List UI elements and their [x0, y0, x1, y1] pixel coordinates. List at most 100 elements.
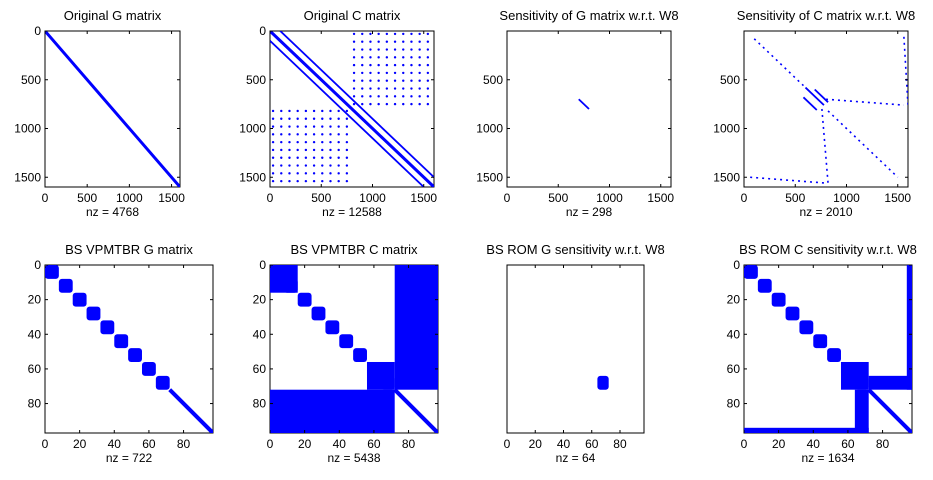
y-tick-label: 40: [727, 327, 741, 341]
nonzero-point: [329, 172, 332, 175]
nonzero-point: [288, 164, 291, 167]
panel-title: Original C matrix: [304, 8, 401, 23]
y-tick-label: 60: [253, 362, 267, 376]
nonzero-point: [418, 87, 421, 90]
nonzero-point: [321, 133, 324, 136]
nonzero-point: [296, 140, 299, 144]
y-tick-label: 80: [253, 397, 267, 411]
y-tick-label: 500: [246, 73, 266, 87]
diagonal-block: [827, 348, 841, 362]
nonzero-point: [304, 164, 308, 167]
y-tick-label: 0: [34, 24, 41, 38]
nonzero-point: [296, 156, 299, 159]
x-tick-label: 1500: [158, 191, 185, 205]
nonzero-point: [321, 172, 324, 175]
diagonal-block: [45, 265, 59, 279]
x-tick-label: 60: [841, 437, 855, 451]
nonzero-point: [345, 172, 349, 175]
diagonal-block: [141, 361, 156, 376]
dense-region: [270, 389, 395, 433]
nonzero-segment: [578, 98, 590, 110]
x-tick-label: 40: [807, 437, 821, 451]
nonzero-point: [288, 172, 291, 175]
nz-count-label: nz = 298: [566, 205, 613, 219]
nonzero-point: [280, 148, 283, 152]
nonzero-point: [410, 102, 413, 106]
nonzero-point: [337, 164, 340, 167]
diagonal-block: [799, 320, 814, 335]
nonzero-point: [369, 40, 372, 43]
nonzero-point: [393, 56, 397, 59]
nonzero-point: [312, 179, 316, 183]
nonzero-point: [361, 32, 364, 36]
nonzero-point: [385, 56, 389, 59]
nonzero-point: [377, 32, 380, 36]
y-tick-label: 1000: [713, 122, 740, 136]
diagonal-block: [366, 361, 381, 376]
nonzero-point: [352, 102, 356, 106]
nonzero-point: [377, 95, 380, 98]
nonzero-point: [329, 148, 332, 152]
nonzero-point: [280, 156, 283, 159]
diagonal-block: [785, 306, 800, 321]
nonzero-segment: [827, 110, 899, 178]
nonzero-point: [418, 79, 421, 82]
x-tick-label: 80: [876, 437, 890, 451]
nonzero-segment: [168, 388, 213, 433]
panel-title: BS VPMTBR C matrix: [290, 242, 418, 257]
x-tick-label: 500: [548, 191, 568, 205]
nonzero-point: [321, 148, 324, 152]
y-tick-label: 1500: [14, 170, 41, 184]
nonzero-point: [352, 32, 356, 36]
nonzero-point: [361, 95, 364, 98]
x-tick-label: 0: [504, 437, 511, 451]
nonzero-point: [385, 71, 389, 75]
nonzero-point: [271, 164, 275, 167]
nonzero-point: [402, 48, 405, 51]
panel-title: Original G matrix: [64, 8, 162, 23]
diagonal-block: [128, 348, 142, 362]
nonzero-point: [369, 95, 372, 98]
diagonal-block: [72, 292, 87, 307]
diagonal-block: [840, 361, 855, 376]
nonzero-point: [426, 71, 430, 75]
nonzero-point: [352, 63, 356, 67]
nonzero-point: [271, 179, 275, 183]
nonzero-point: [410, 48, 413, 51]
nonzero-point: [321, 179, 324, 183]
nonzero-segment: [45, 31, 180, 187]
nonzero-segment: [867, 388, 912, 433]
x-tick-label: 1000: [596, 191, 623, 205]
nonzero-point: [361, 87, 364, 90]
nz-count-label: nz = 64: [556, 451, 596, 465]
nonzero-point: [410, 87, 413, 90]
y-tick-label: 1500: [713, 170, 740, 184]
y-tick-label: 40: [28, 327, 42, 341]
nonzero-point: [329, 109, 332, 113]
diagonal-block: [771, 292, 786, 307]
nonzero-point: [369, 102, 372, 106]
nonzero-point: [329, 125, 332, 128]
nonzero-point: [426, 102, 430, 106]
nonzero-point: [288, 140, 291, 144]
nonzero-point: [352, 87, 356, 90]
spy-panel-7: BS ROM G sensitivity w.r.t. W8 0 20 40 60 80 n…: [486, 242, 664, 465]
diagonal-block: [380, 375, 395, 390]
x-tick-label: 0: [42, 191, 49, 205]
nonzero-point: [337, 117, 340, 120]
nonzero-point: [361, 48, 364, 51]
nonzero-point: [345, 148, 349, 152]
x-tick-label: 0: [741, 191, 748, 205]
nonzero-point: [377, 40, 380, 43]
sparsity-marks: [45, 31, 180, 187]
nonzero-point: [352, 95, 356, 98]
nonzero-point: [296, 125, 299, 128]
nonzero-point: [418, 102, 421, 106]
nonzero-point: [410, 95, 413, 98]
nonzero-point: [345, 140, 349, 144]
nonzero-point: [402, 71, 405, 75]
nonzero-point: [410, 56, 413, 59]
nonzero-point: [385, 32, 389, 36]
y-tick-label: 80: [727, 397, 741, 411]
nonzero-point: [345, 117, 349, 120]
